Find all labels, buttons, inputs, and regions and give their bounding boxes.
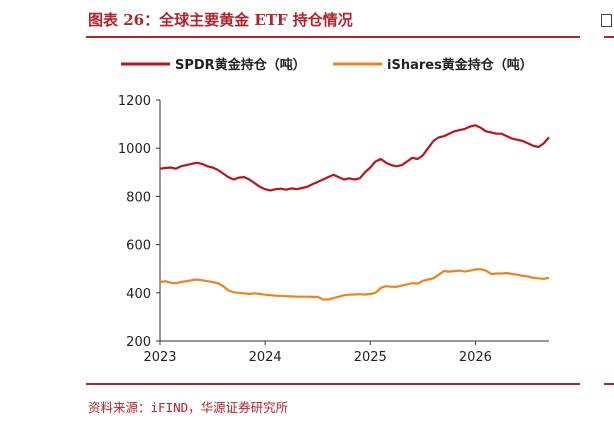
adjacent-title-rule — [604, 36, 614, 38]
source-rule — [86, 383, 580, 385]
series-lines — [159, 124, 550, 301]
legend-label-ishares: iShares黄金持仓（吨） — [387, 57, 533, 73]
title-rule — [86, 36, 580, 38]
y-tick-label: 600 — [126, 239, 151, 254]
x-tick-label: 2024 — [249, 350, 282, 365]
figure-title: 图表 26：全球主要黄金 ETF 持仓情况 — [88, 11, 353, 29]
x-axis-ticks: 2023 2024 2025 2026 — [143, 341, 492, 365]
y-tick-label: 400 — [126, 287, 151, 302]
series-line-ishares — [159, 268, 550, 301]
legend-label-spdr: SPDR黄金持仓（吨） — [175, 57, 306, 73]
x-tick-label: 2025 — [354, 350, 387, 365]
y-axis-ticks: 200 400 600 800 1000 1200 — [118, 94, 160, 350]
x-tick-label: 2026 — [459, 350, 492, 365]
adjacent-figure-marker — [601, 14, 612, 27]
source-note: 资料来源：iFIND，华源证券研究所 — [88, 400, 289, 415]
y-tick-label: 1000 — [118, 142, 151, 157]
adjacent-source-rule — [604, 383, 614, 385]
y-tick-label: 1200 — [118, 94, 151, 109]
legend: SPDR黄金持仓（吨） iShares黄金持仓（吨） — [121, 57, 533, 73]
y-tick-label: 200 — [126, 335, 151, 350]
x-tick-label: 2023 — [143, 350, 176, 365]
series-line-spdr — [159, 124, 550, 192]
y-tick-label: 800 — [126, 190, 151, 205]
